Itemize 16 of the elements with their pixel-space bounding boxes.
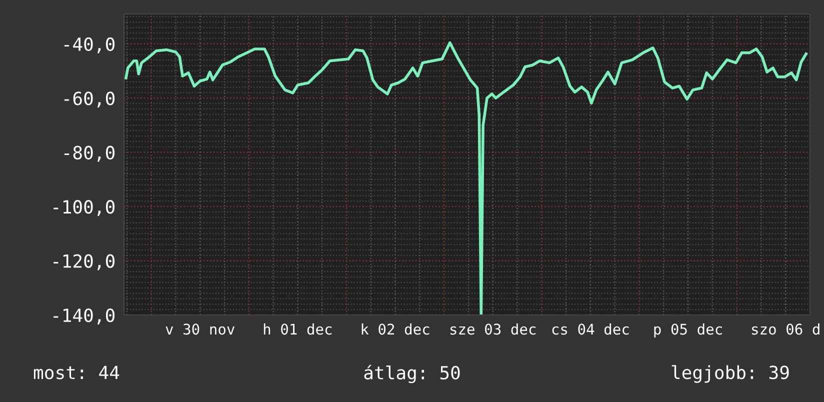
text: most: 44 bbox=[34, 366, 120, 380]
x-tick-label: h 01 dec bbox=[264, 323, 332, 335]
text: átlag: 50 bbox=[364, 364, 460, 384]
y-tick-label: -60,0 bbox=[64, 92, 114, 108]
y-tick-label: -80,0 bbox=[64, 146, 114, 162]
y-tick-label: -100,0 bbox=[54, 200, 114, 216]
y-tick-label: -140,0 bbox=[54, 308, 114, 324]
x-tick-label: szo 06 d bbox=[752, 323, 820, 335]
x-tick-label: p 05 dec bbox=[654, 323, 722, 338]
y-tick-label: -40,0 bbox=[64, 37, 114, 54]
text: legjobb: 39 bbox=[672, 365, 789, 383]
x-tick-label: k 02 dec bbox=[362, 323, 430, 335]
x-tick-label: v 30 nov bbox=[166, 324, 235, 335]
y-tick-label: -120,0 bbox=[54, 254, 114, 270]
x-tick-label: cs 04 dec bbox=[552, 323, 629, 335]
x-tick-label: sze 03 dec bbox=[450, 323, 536, 335]
